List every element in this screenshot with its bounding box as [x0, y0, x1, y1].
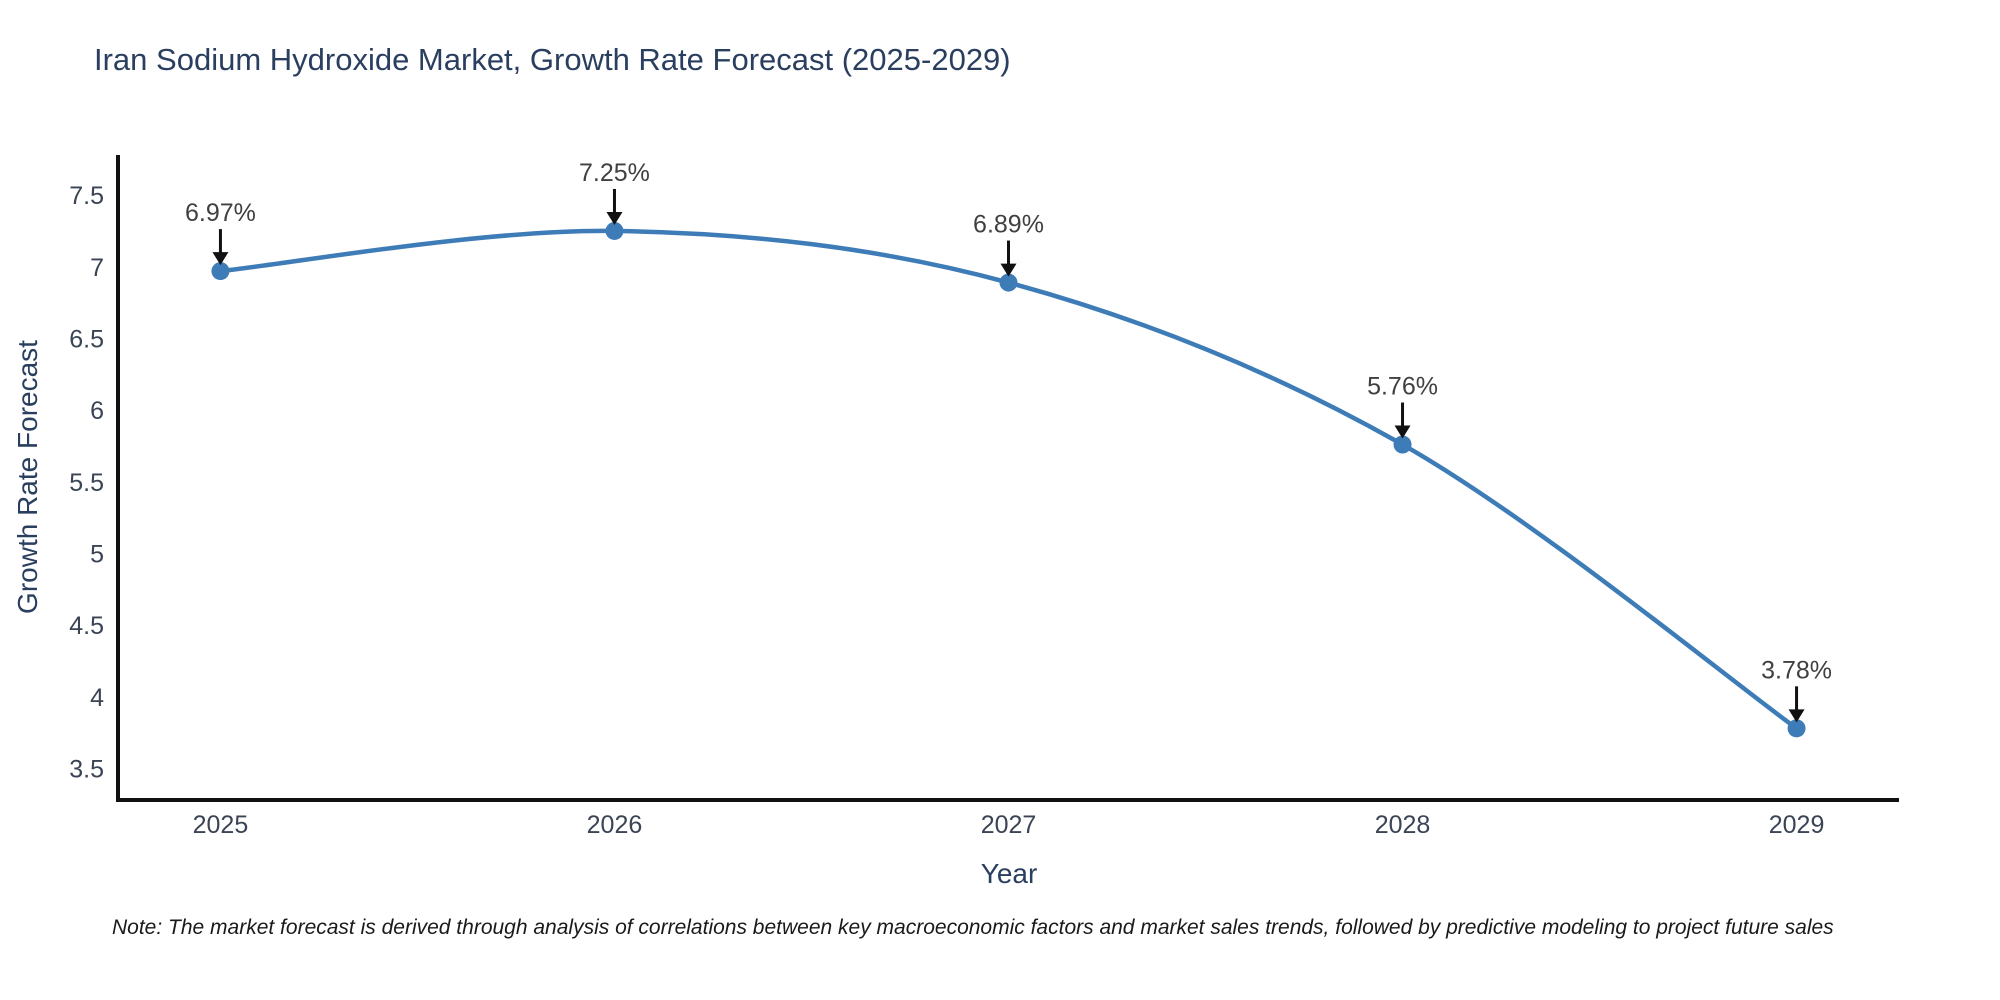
axis-lines: [116, 155, 1899, 802]
y-tick-label: 4.5: [69, 612, 104, 640]
annotation-arrowhead: [606, 211, 623, 225]
y-tick-label: 5.5: [69, 469, 104, 497]
data-point-marker: [1787, 719, 1806, 738]
x-axis-title: Year: [980, 858, 1038, 889]
point-value-label: 5.76%: [1367, 373, 1438, 401]
y-tick-label: 5: [90, 540, 104, 568]
x-tick-label: 2026: [587, 811, 643, 839]
data-point-marker: [1393, 435, 1412, 454]
point-value-label: 7.25%: [579, 159, 650, 187]
point-value-label: 3.78%: [1761, 656, 1832, 684]
annotation-arrowhead: [1788, 709, 1805, 723]
data-point-marker: [605, 221, 624, 240]
x-tick-label: 2027: [981, 811, 1037, 839]
footnote: Note: The market forecast is derived thr…: [112, 916, 1834, 939]
x-tick-label: 2029: [1769, 811, 1825, 839]
data-point-marker: [211, 262, 230, 281]
line-series: [218, 228, 1799, 731]
x-tick-label: 2028: [1375, 811, 1431, 839]
y-tick-label: 6: [90, 397, 104, 425]
y-tick-label: 3.5: [69, 755, 104, 783]
annotation-arrowhead: [212, 252, 229, 266]
y-tick-label: 4: [90, 684, 104, 712]
y-tick-label: 6.5: [69, 325, 104, 353]
point-value-label: 6.97%: [185, 199, 256, 227]
chart-title: Iran Sodium Hydroxide Market, Growth Rat…: [94, 42, 1011, 77]
x-tick-label: 2025: [193, 811, 249, 839]
annotation-arrowhead: [1000, 263, 1017, 277]
annotation-arrowhead: [1394, 425, 1411, 439]
y-tick-label: 7.5: [69, 182, 104, 210]
data-point-marker: [999, 273, 1018, 292]
point-value-label: 6.89%: [973, 211, 1044, 239]
y-tick-label: 7: [90, 254, 104, 282]
